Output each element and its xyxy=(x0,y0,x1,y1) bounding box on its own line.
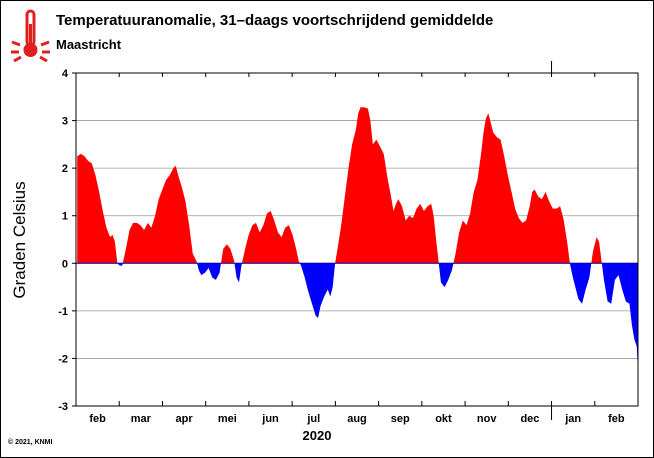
heat-ray xyxy=(13,55,22,62)
month-label: jun xyxy=(261,413,279,425)
heat-ray xyxy=(39,55,48,62)
y-tick-label: -1 xyxy=(58,306,68,318)
chart-title: Temperatuuranomalie, 31–daags voortschri… xyxy=(56,12,494,29)
y-tick-label: 0 xyxy=(62,258,68,270)
y-tick-label: -2 xyxy=(58,353,68,365)
month-label: feb xyxy=(608,413,625,425)
heat-ray xyxy=(11,40,21,47)
month-label: feb xyxy=(89,413,106,425)
y-tick-label: 4 xyxy=(62,68,69,80)
month-label: sep xyxy=(391,413,410,425)
month-label: mar xyxy=(131,413,152,425)
positive-anomaly-area xyxy=(77,107,639,264)
x-axis-label: 2020 xyxy=(302,428,332,443)
month-label: apr xyxy=(176,413,194,425)
month-label: nov xyxy=(477,413,497,425)
thermometer-icon xyxy=(11,9,50,62)
chart-subtitle: Maastricht xyxy=(56,37,122,52)
copyright-note: © 2021, KNMI xyxy=(8,439,53,446)
month-label: jul xyxy=(306,413,320,425)
month-label: jan xyxy=(564,413,581,425)
thermometer-mercury xyxy=(29,24,32,48)
y-tick-label: 1 xyxy=(62,211,68,223)
thermometer-bulb xyxy=(23,43,38,57)
y-tick-label: 3 xyxy=(62,116,68,128)
heat-ray xyxy=(40,40,50,47)
plot-axes: -3 -2 -1 0 1 2 3 4 feb mar apr mei jun jul aug sep okt no… xyxy=(58,61,639,425)
anomaly-area xyxy=(77,107,639,373)
month-label: dec xyxy=(520,413,539,425)
plot-border xyxy=(75,72,639,407)
month-label: mei xyxy=(218,413,237,425)
y-axis-label: Graden Celsius xyxy=(10,181,29,299)
month-label: aug xyxy=(347,413,367,425)
y-tick-label: -3 xyxy=(58,401,68,413)
negative-anomaly-area xyxy=(77,263,639,373)
month-label: okt xyxy=(435,413,452,425)
y-tick-label: 2 xyxy=(62,163,68,175)
